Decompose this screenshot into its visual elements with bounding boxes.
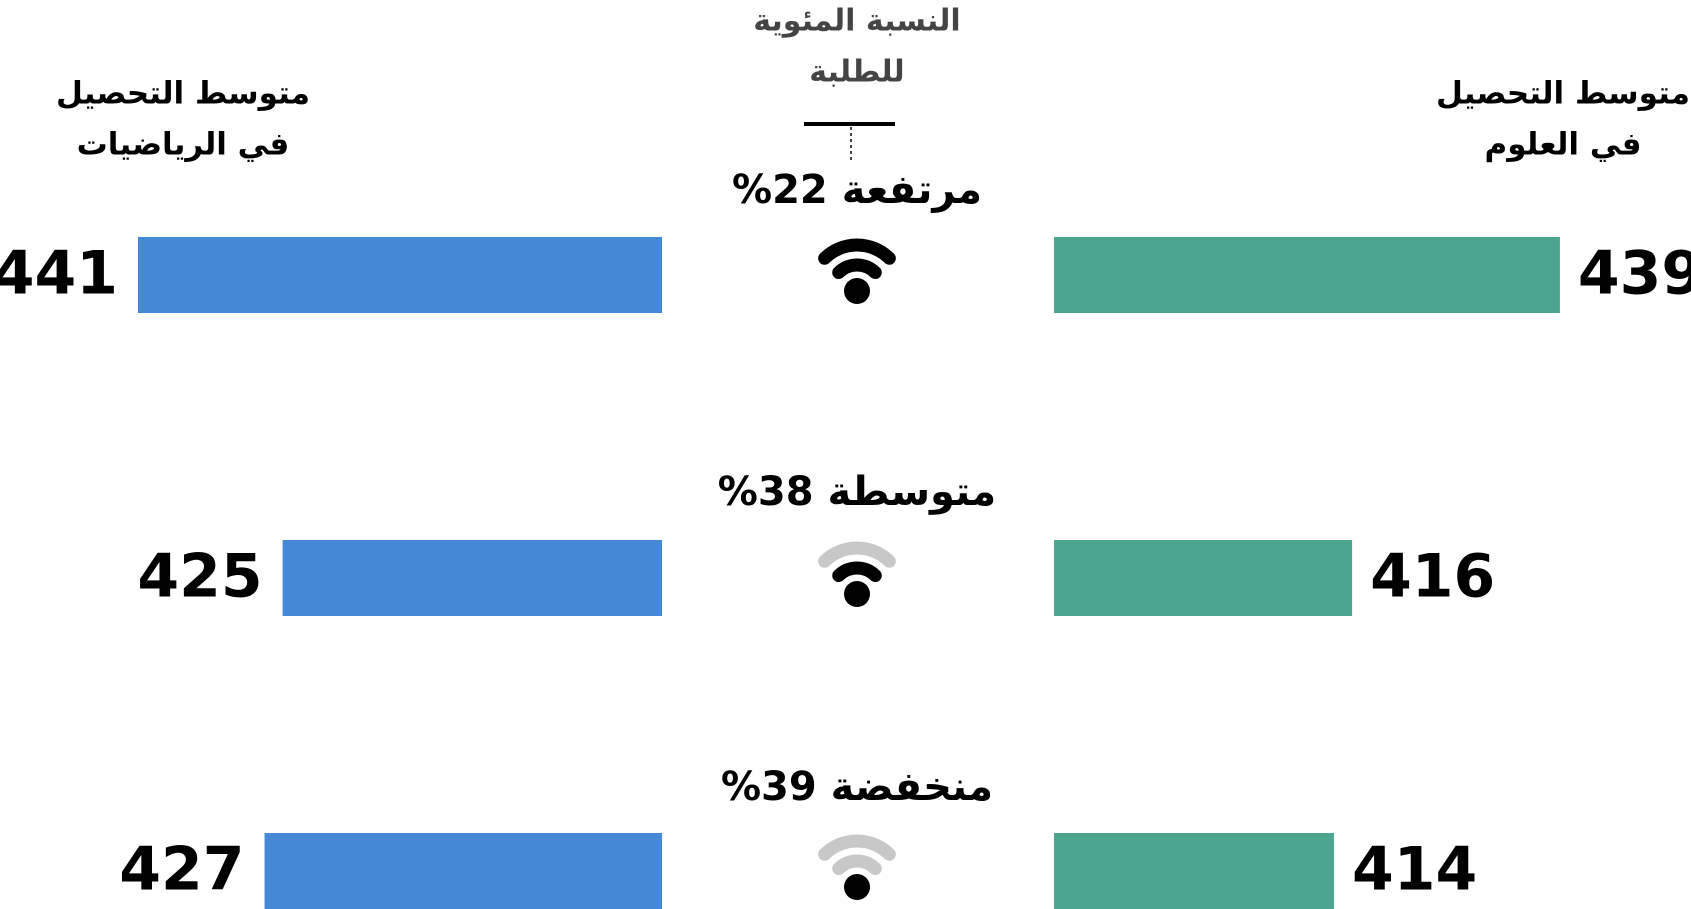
wifi-icon: [818, 541, 896, 607]
percent-label: 39%: [721, 764, 817, 810]
title-line: للطلبة: [809, 55, 904, 90]
wifi-icon: [818, 238, 896, 304]
wifi-dot: [844, 581, 870, 607]
value-label: 416: [1370, 542, 1495, 612]
wifi-icon: [818, 834, 896, 900]
wifi-arc: [818, 834, 896, 861]
category-name: منخفضة: [831, 764, 993, 810]
wifi-arc: [818, 541, 896, 568]
right-header-line: في العلوم: [1484, 127, 1641, 163]
category-label: منخفضة 39%: [721, 764, 993, 810]
wifi-arc: [832, 258, 882, 280]
value-label: 425: [137, 542, 262, 612]
category-name: متوسطة: [827, 469, 996, 515]
category-label: متوسطة 38%: [718, 469, 996, 515]
bar: [1054, 833, 1334, 909]
left-header-line: متوسط التحصيل: [56, 76, 310, 112]
value-label: 427: [119, 835, 244, 905]
value-label: 441: [0, 239, 118, 309]
percent-label: 22%: [732, 167, 828, 213]
wifi-arc: [832, 561, 882, 583]
right-header-line: متوسط التحصيل: [1436, 76, 1690, 112]
bar: [1054, 540, 1353, 616]
category-name: مرتفعة: [842, 167, 982, 213]
left-header-line: في الرياضيات: [77, 127, 290, 163]
title-line: النسبة المئوية: [753, 4, 960, 39]
bar: [138, 237, 662, 313]
wifi-arc: [818, 238, 896, 265]
bar: [1054, 237, 1560, 313]
bar: [282, 540, 662, 616]
wifi-dot: [844, 874, 870, 900]
bar: [264, 833, 662, 909]
wifi-dot: [844, 278, 870, 304]
wifi-arc: [832, 854, 882, 876]
value-label: 439: [1578, 239, 1691, 309]
category-label: مرتفعة 22%: [732, 167, 982, 213]
percent-label: 38%: [718, 469, 814, 515]
value-label: 414: [1352, 835, 1477, 905]
